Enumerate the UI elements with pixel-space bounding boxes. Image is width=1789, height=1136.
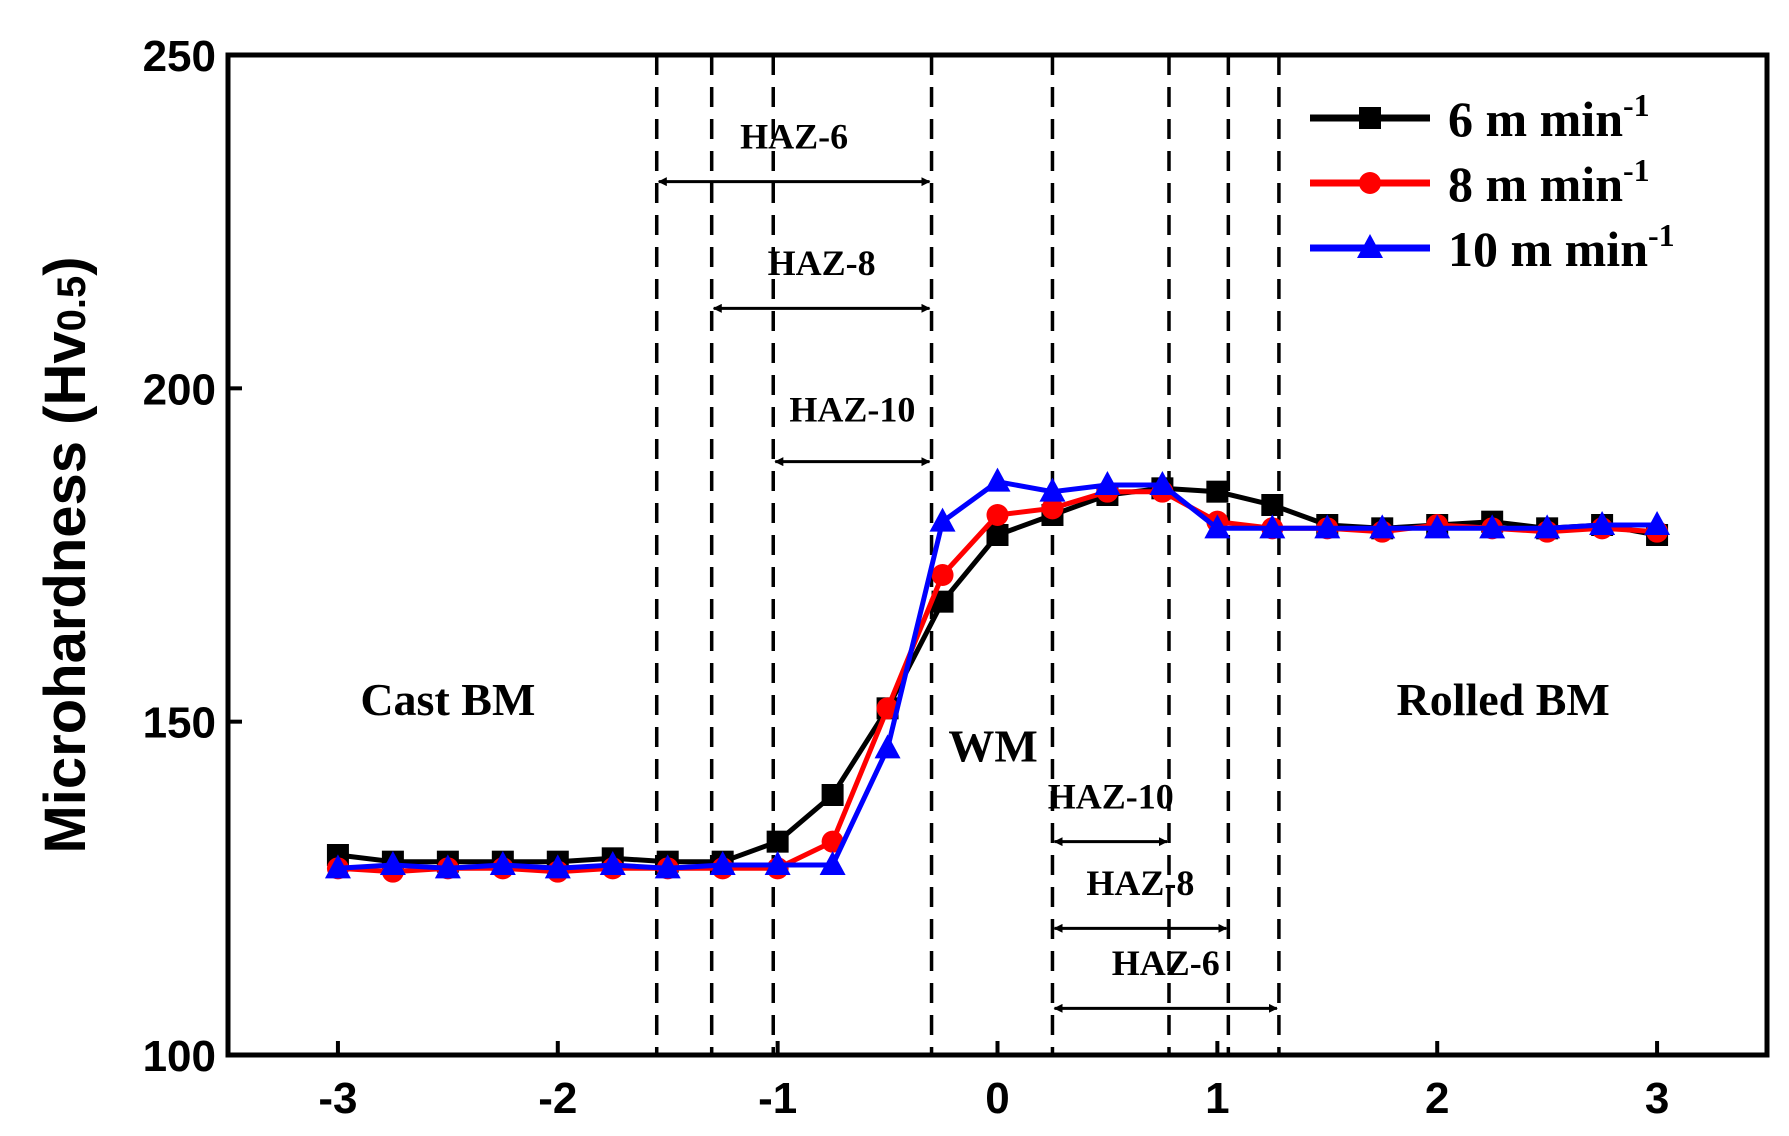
y-tick-label: 200 [143,365,216,414]
data-point [1314,514,1341,539]
data-point [1534,514,1561,539]
data-point [874,734,901,759]
haz-label: HAZ-8 [1086,863,1194,903]
data-point [819,851,846,875]
data-point [1039,477,1066,502]
legend-entry: 6 m min-1 [1310,87,1650,147]
legend-label-text: 6 m min [1448,91,1623,147]
x-tick-label: 2 [1425,1074,1449,1123]
legend-label-text: 10 m min [1448,221,1648,277]
data-point [434,854,461,879]
legend-label-superscript: -1 [1623,152,1650,188]
x-tick-label: -1 [758,1074,797,1123]
legend: 6 m min-18 m min-110 m min-1 [1310,87,1675,277]
data-point [821,830,844,853]
y-axis-label: Microhardness (Hv0.5) [33,256,98,853]
legend-label-superscript: -1 [1648,217,1675,253]
data-point [324,854,351,879]
data-point [1369,514,1396,539]
data-point [1589,511,1616,535]
data-point [1041,497,1064,520]
legend-entry: 8 m min-1 [1310,152,1650,212]
data-point [931,564,954,586]
y-axis-label-close: ) [33,256,98,275]
legend-marker [1359,107,1381,129]
region-label: WM [948,721,1037,772]
data-point [986,504,1009,526]
legend-marker [1357,234,1383,258]
region-label: Rolled BM [1396,674,1609,725]
x-tick-label: -3 [318,1074,357,1123]
haz-label: HAZ-10 [1048,776,1174,816]
y-tick-label: 250 [143,32,216,81]
data-point [1424,514,1451,539]
data-point [1479,514,1506,539]
data-point [929,507,956,532]
annotations: Cast BM WM Rolled BM HAZ-6 HAZ-8 HAZ-10 HAZ-10… [360,116,1610,1013]
legend-label: 6 m min-1 [1448,87,1650,147]
x-tick-label: -2 [538,1074,577,1123]
data-point [489,851,516,875]
axes: -3 -2 -1 0 1 2 3 100 150 200 250 [143,32,1670,1123]
data-point [1261,494,1284,516]
data-point [931,590,954,613]
y-tick-label: 150 [143,699,216,748]
haz-label: HAZ-10 [789,390,915,430]
data-point [379,851,406,875]
y-axis-label-main: Microhardness (Hv [33,331,98,853]
data-point [709,851,736,875]
data-point [1259,514,1286,539]
data-point [821,784,844,806]
legend-label-superscript: -1 [1623,87,1650,123]
haz-label: HAZ-6 [1112,943,1220,983]
legend-marker [1359,172,1381,194]
legend-label: 10 m min-1 [1448,217,1675,277]
x-tick-label: 1 [1205,1074,1229,1123]
haz-label: HAZ-8 [768,243,876,283]
legend-entry: 10 m min-1 [1310,217,1675,277]
data-point [544,854,571,879]
data-point [984,467,1011,492]
y-tick-label: 100 [143,1032,216,1081]
data-point [1149,471,1176,495]
zone-boundary-lines [654,55,1281,1055]
data-point [766,830,789,853]
region-label: Cast BM [360,674,535,725]
data-point [599,851,626,875]
legend-label-text: 8 m min [1448,156,1623,212]
data-point [876,697,899,720]
x-tick-label: 3 [1645,1074,1669,1123]
data-point [1644,511,1671,535]
data-point [764,851,791,875]
series-3 [324,467,1671,879]
haz-label: HAZ-6 [740,116,848,156]
legend-label: 8 m min-1 [1448,152,1650,212]
x-tick-label: 0 [985,1074,1009,1123]
y-axis-label-sub: 0.5 [50,276,94,332]
data-point [986,524,1009,546]
data-point [1204,514,1231,539]
data-point [1094,471,1121,495]
series-group [324,467,1671,883]
data-point [654,854,681,879]
data-point [1206,480,1229,503]
